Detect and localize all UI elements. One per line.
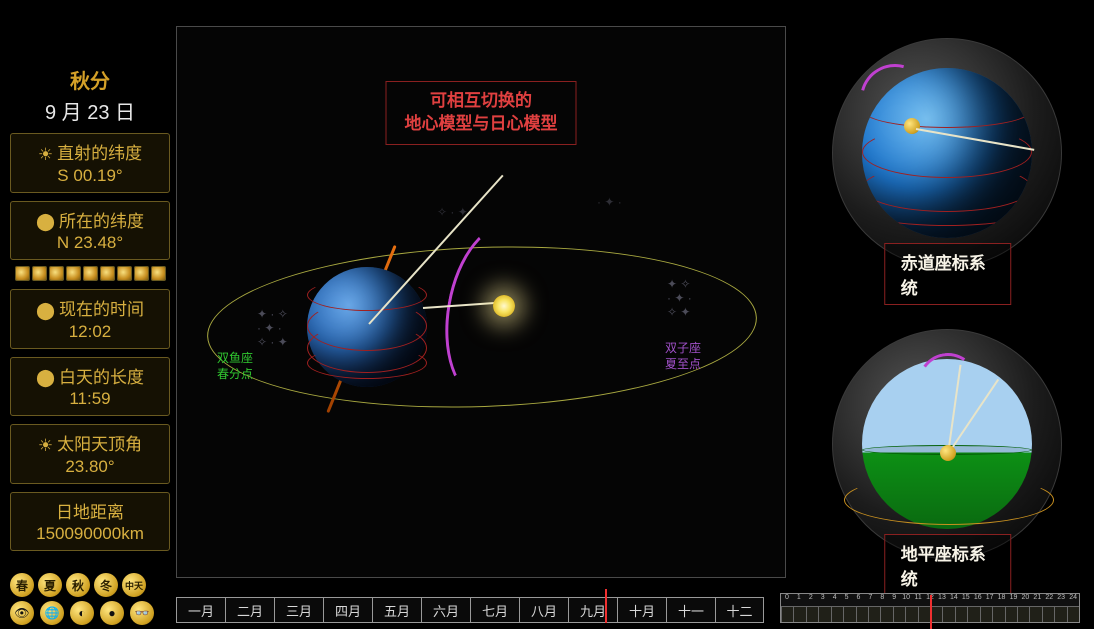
preset-btn[interactable] [83, 266, 98, 281]
view-goggles-button[interactable]: 👓 [130, 601, 154, 625]
anno-summer-point: 夏至点 [665, 355, 701, 372]
season-winter-button[interactable]: 冬 [94, 573, 118, 597]
constellation-pisces: ✦ · ✧· ✦ ·✧ · ✦ [257, 307, 337, 397]
view-dark-button[interactable]: ● [100, 601, 124, 625]
view-eye-button[interactable]: 👁 [10, 601, 34, 625]
month-cell[interactable]: 九月 [568, 597, 617, 623]
month-cell[interactable]: 四月 [323, 597, 372, 623]
month-cell[interactable]: 一月 [176, 597, 225, 623]
season-button-row: 春 夏 秋 冬 中天 [10, 573, 146, 597]
person-icon: ⬤ [36, 301, 55, 321]
view-half-button[interactable]: ◐ [70, 601, 94, 625]
observer-icon [904, 118, 920, 134]
anno-summer-const: 双子座 [665, 339, 701, 356]
view-button-row: 👁 🌐 ◐ ● 👓 [10, 601, 154, 625]
panel-zenith-angle[interactable]: ☀太阳天顶角 23.80° [10, 424, 170, 484]
preset-row [10, 266, 170, 281]
preset-btn[interactable] [32, 266, 47, 281]
preset-btn[interactable] [49, 266, 64, 281]
season-autumn-button[interactable]: 秋 [66, 573, 90, 597]
view-globe-button[interactable]: 🌐 [40, 601, 64, 625]
solar-term: 秋分 [10, 65, 170, 94]
panel-observer-latitude[interactable]: ⬤所在的纬度 N 23.48° [10, 201, 170, 261]
person-icon: ⬤ [36, 212, 55, 232]
horizon-card[interactable]: 地平座标系统 [820, 325, 1075, 600]
month-marker[interactable] [605, 589, 607, 623]
month-cell[interactable]: 十月 [617, 597, 666, 623]
month-cell[interactable]: 五月 [372, 597, 421, 623]
constellation-faint: ✧ · ✦ [437, 205, 497, 219]
month-cell[interactable]: 八月 [519, 597, 568, 623]
season-spring-button[interactable]: 春 [10, 573, 34, 597]
main-title-box: 可相互切换的 地心模型与日心模型 [386, 81, 577, 145]
month-cell[interactable]: 十一 [666, 597, 715, 623]
season-summer-button[interactable]: 夏 [38, 573, 62, 597]
preset-btn[interactable] [66, 266, 81, 281]
right-column: 赤道座标系统 地平座标系统 [820, 34, 1080, 616]
date-display: 9 月 23 日 [10, 96, 170, 125]
horizon-ring [844, 475, 1054, 525]
left-info-column: 秋分 9 月 23 日 ☀直射的纬度 S 00.19° ⬤所在的纬度 N 23.… [10, 65, 170, 551]
month-cell[interactable]: 二月 [225, 597, 274, 623]
preset-btn[interactable] [134, 266, 149, 281]
month-cell[interactable]: 十二 [715, 597, 764, 623]
preset-btn[interactable] [15, 266, 30, 281]
preset-btn[interactable] [151, 266, 166, 281]
main-3d-view[interactable]: 可相互切换的 地心模型与日心模型 ✦ · ✧· ✦ ·✧ · ✦ ✦ ✧· ✦ … [176, 26, 786, 578]
panel-earth-sun-distance[interactable]: 日地距离 150090000km [10, 492, 170, 551]
month-cell[interactable]: 六月 [421, 597, 470, 623]
observer-icon [940, 445, 956, 461]
sun-icon [493, 295, 515, 317]
month-cell[interactable]: 七月 [470, 597, 519, 623]
sun-icon: ☀ [38, 145, 53, 165]
preset-btn[interactable] [117, 266, 132, 281]
hour-marker[interactable] [930, 595, 932, 629]
month-cell[interactable]: 三月 [274, 597, 323, 623]
constellation-faint: · ✦ · [597, 195, 657, 209]
preset-btn[interactable] [100, 266, 115, 281]
month-timeline[interactable]: 一月二月三月四月五月六月七月八月九月十月十一十二 [176, 597, 764, 623]
season-meridian-button[interactable]: 中天 [122, 573, 146, 597]
panel-current-time[interactable]: ⬤现在的时间 12:02 [10, 289, 170, 349]
panel-day-length[interactable]: ⬤白天的长度 11:59 [10, 357, 170, 417]
equatorial-card[interactable]: 赤道座标系统 [820, 34, 1075, 309]
sun-icon: ☀ [38, 436, 53, 456]
panel-subsolar-latitude[interactable]: ☀直射的纬度 S 00.19° [10, 133, 170, 193]
equatorial-title: 赤道座标系统 [884, 243, 1012, 305]
solar-term-block: 秋分 9 月 23 日 [10, 65, 170, 125]
person-icon: ⬤ [36, 368, 55, 388]
anno-vernal-point: 春分点 [217, 365, 253, 382]
horizon-title: 地平座标系统 [884, 534, 1012, 596]
anno-vernal-const: 双鱼座 [217, 349, 253, 366]
